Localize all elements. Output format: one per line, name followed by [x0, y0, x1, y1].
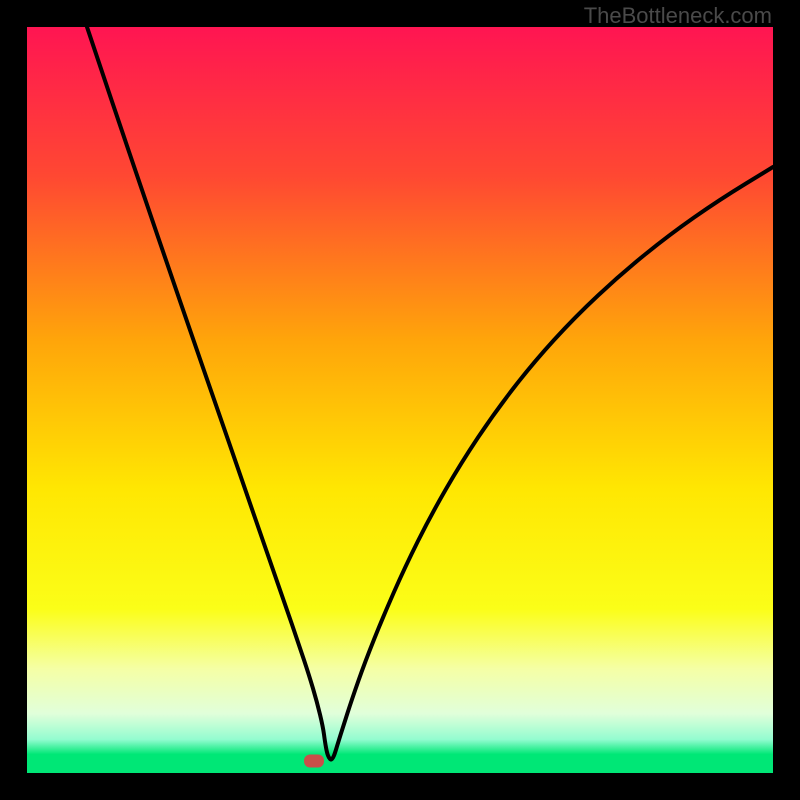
watermark-text: TheBottleneck.com [584, 3, 772, 29]
chart-frame: TheBottleneck.com [0, 0, 800, 800]
bottleneck-curve [87, 27, 773, 760]
plot-area [27, 27, 773, 773]
curve-layer [27, 27, 773, 773]
optimal-marker [304, 755, 324, 768]
